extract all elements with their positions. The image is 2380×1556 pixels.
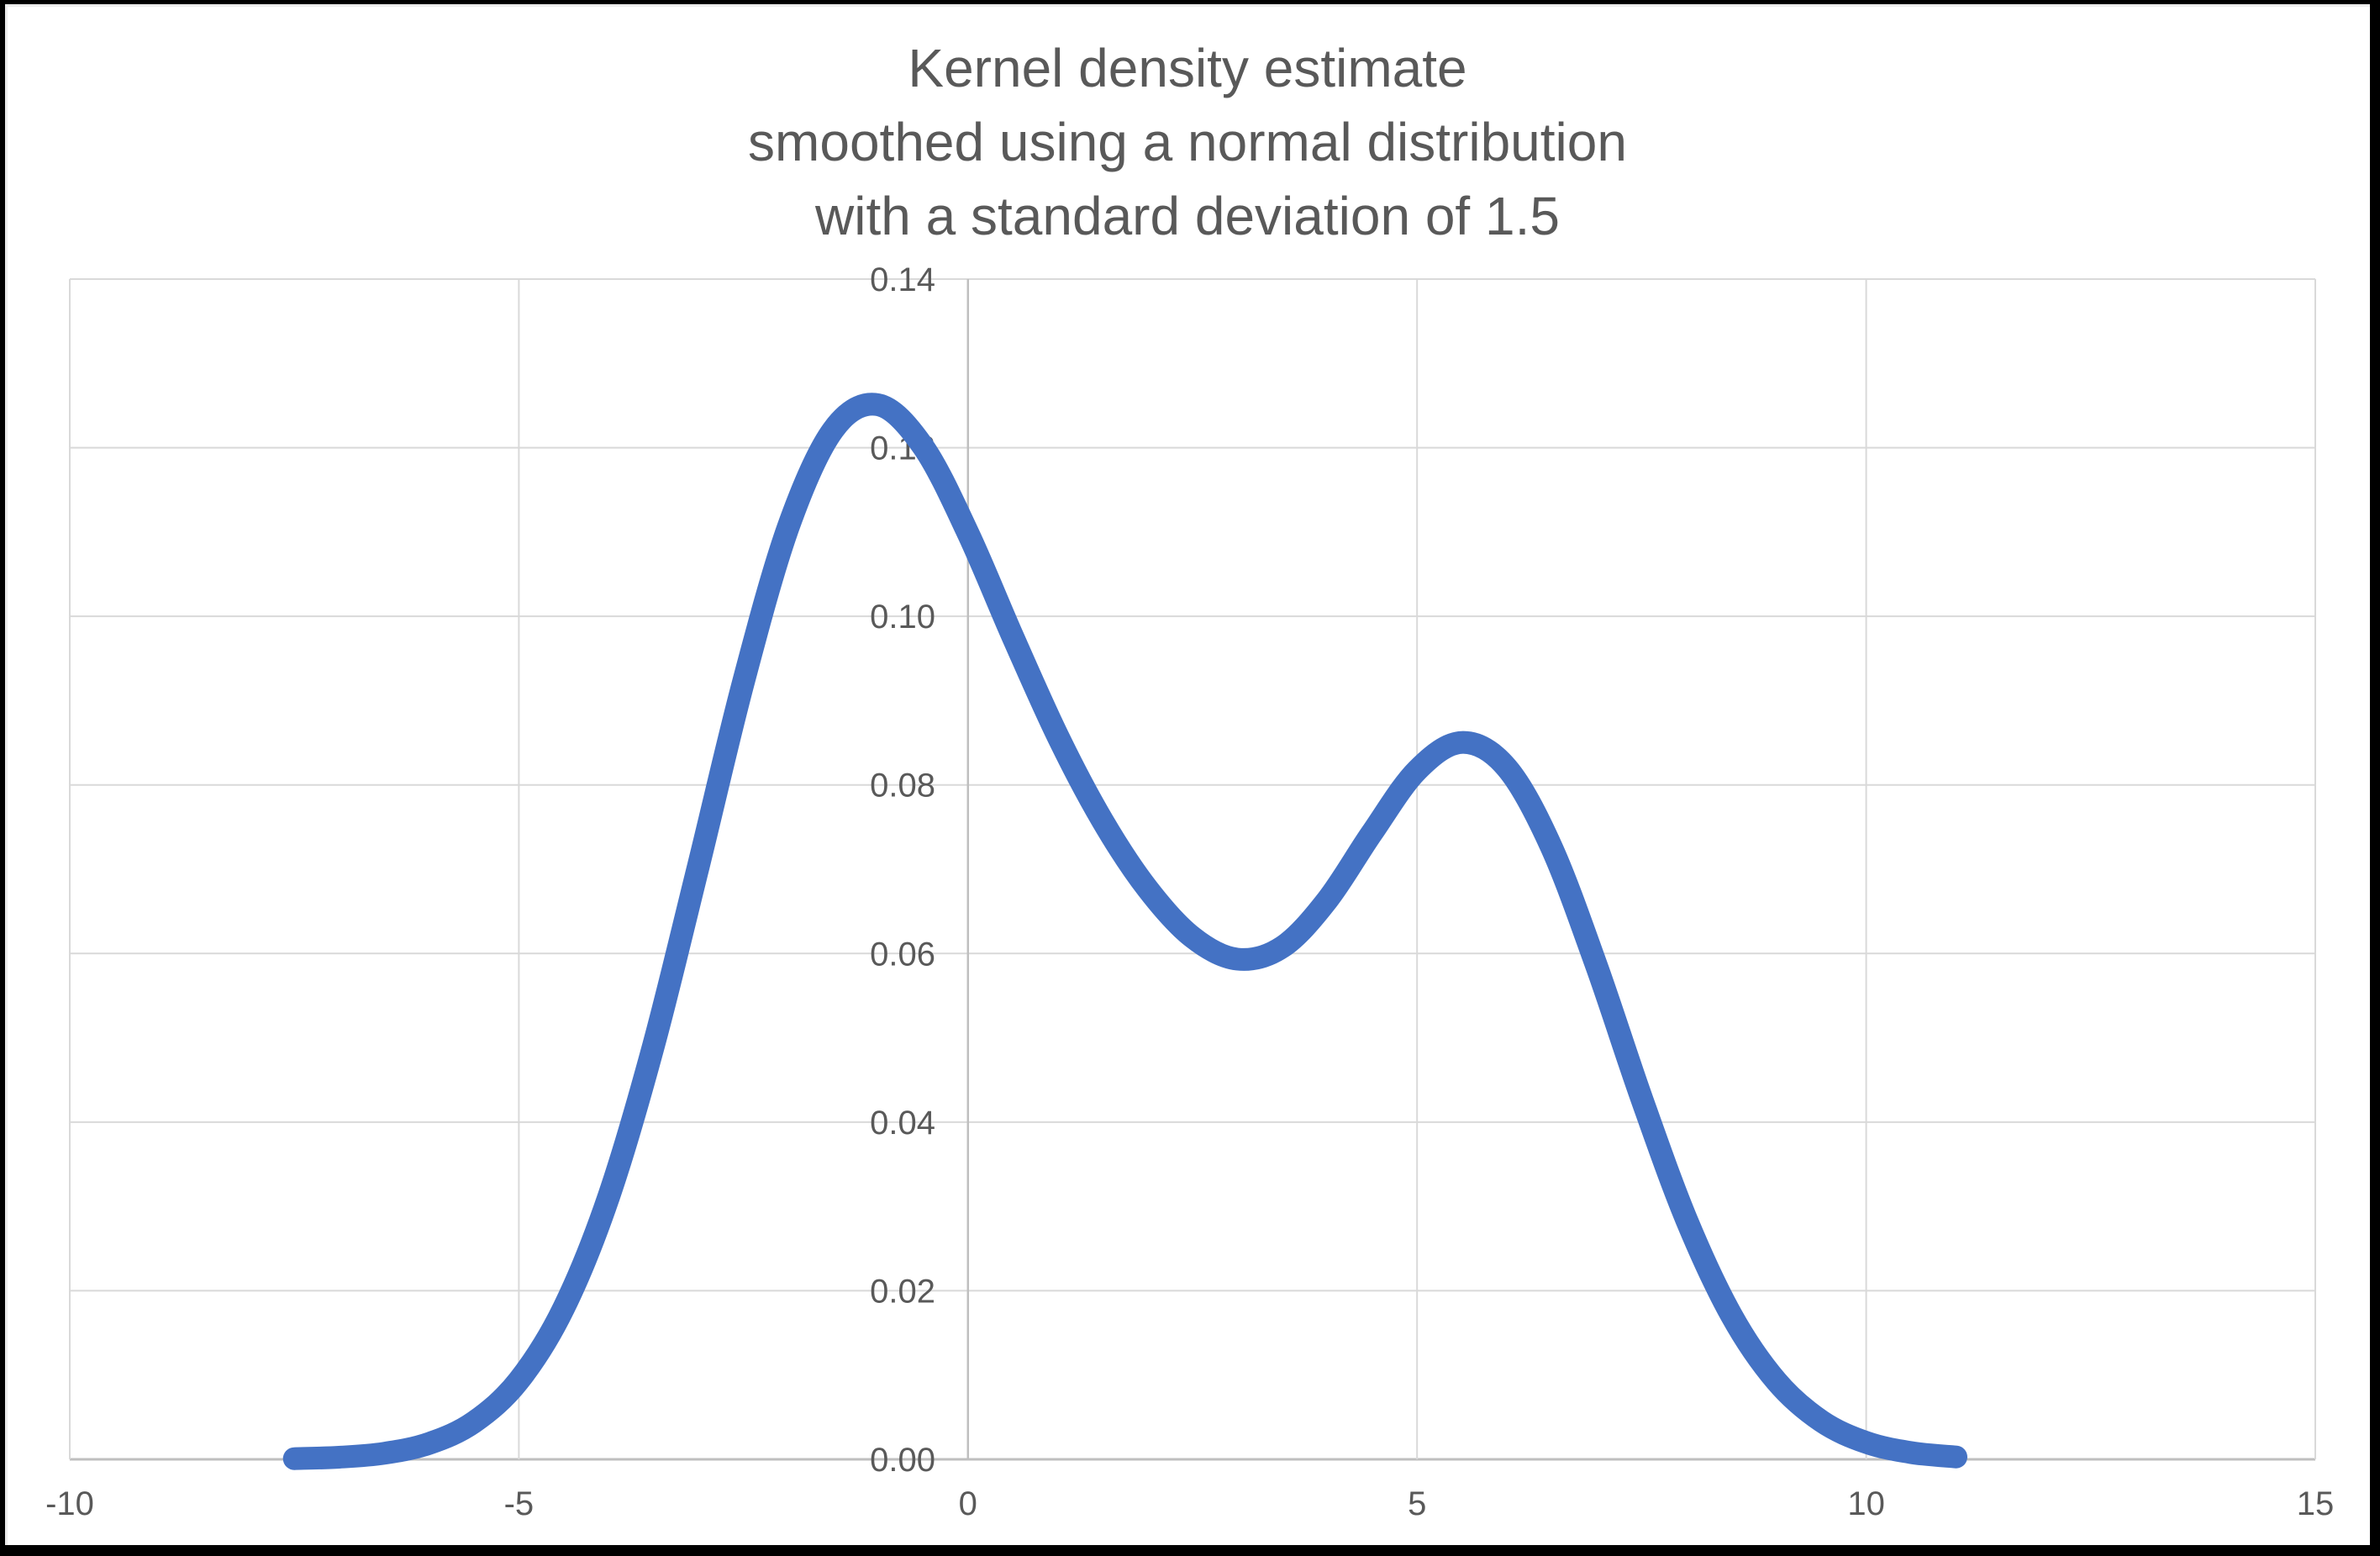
x-tick-label: -5 — [504, 1485, 534, 1522]
chart-title-line-3: with a standard deviation of 1.5 — [815, 186, 1560, 246]
x-tick-label: -10 — [45, 1485, 94, 1522]
x-tick-label: 0 — [959, 1485, 977, 1522]
x-tick-label: 10 — [1847, 1485, 1885, 1522]
y-tick-label: 0.00 — [870, 1442, 935, 1479]
chart-title-line-2: smoothed using a normal distribution — [748, 112, 1627, 172]
chart-title: Kernel density estimate smoothed using a… — [5, 31, 2370, 253]
y-tick-label: 0.02 — [870, 1273, 935, 1310]
y-tick-label: 0.14 — [870, 261, 935, 298]
kde-curve — [282, 393, 1967, 1470]
y-tick-label: 0.10 — [870, 599, 935, 636]
chart-title-line-1: Kernel density estimate — [908, 38, 1467, 98]
x-tick-label: 15 — [2297, 1485, 2335, 1522]
x-tick-label: 5 — [1408, 1485, 1426, 1522]
y-tick-label: 0.06 — [870, 936, 935, 973]
y-tick-label: 0.04 — [870, 1105, 935, 1142]
y-tick-label: 0.08 — [870, 767, 935, 804]
